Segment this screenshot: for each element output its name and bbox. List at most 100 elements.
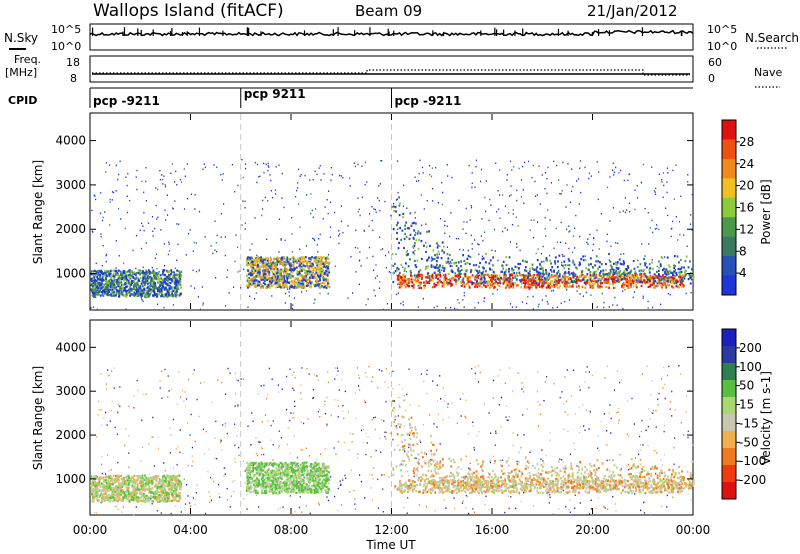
echo-cell [411, 222, 414, 225]
echo-cell [297, 283, 300, 286]
scatter-cell [465, 455, 467, 457]
echo-cell [136, 290, 138, 293]
echo-cell [99, 278, 102, 281]
echo-cell [279, 286, 282, 289]
echo-cell [158, 290, 161, 293]
echo-cell [162, 281, 165, 284]
echo-cell [536, 266, 539, 269]
echo-cell [425, 250, 427, 253]
scatter-cell [620, 169, 622, 172]
echo-cell [672, 286, 675, 289]
echo-cell [553, 270, 555, 273]
echo-cell [556, 272, 559, 275]
scatter-cell [379, 183, 381, 185]
echo-cell [137, 278, 140, 281]
echo-cell [177, 287, 179, 290]
echo-cell [583, 279, 586, 282]
echo-cell [107, 270, 110, 273]
echo-cell [313, 258, 316, 261]
echo-cell [488, 262, 491, 265]
echo-cell [617, 270, 620, 273]
scatter-cell [673, 463, 675, 465]
echo-cell [396, 231, 398, 235]
scatter-cell [666, 191, 668, 194]
echo-cell [537, 275, 539, 278]
echo-cell [612, 271, 615, 274]
scatter-cell [209, 501, 211, 503]
echo-cell [602, 272, 605, 275]
echo-cell [509, 273, 512, 276]
scatter-cell [341, 371, 343, 373]
scatter-cell [237, 404, 239, 406]
scatter-cell [429, 164, 431, 167]
scatter-cell [677, 239, 679, 241]
echo-cell [443, 267, 446, 270]
scatter-cell [216, 234, 218, 237]
scatter-cell [462, 228, 464, 230]
echo-cell [279, 283, 282, 286]
echo-cell [97, 287, 100, 290]
echo-cell [139, 294, 142, 297]
scatter-cell [403, 434, 405, 437]
echo-cell [158, 293, 160, 296]
scatter-cell [426, 373, 428, 376]
echo-cell [403, 247, 405, 250]
echo-cell [250, 274, 252, 277]
echo-cell [314, 276, 317, 279]
echo-cell [648, 263, 651, 266]
echo-cell [156, 273, 158, 276]
echo-cell [531, 275, 533, 278]
scatter-cell [198, 269, 200, 271]
echo-cell [255, 267, 258, 270]
echo-cell [647, 281, 649, 284]
echo-cell [569, 281, 571, 284]
echo-cell [539, 267, 542, 270]
scatter-cell [354, 246, 357, 249]
echo-cell [179, 292, 182, 296]
echo-cell [162, 277, 165, 280]
echo-cell [620, 273, 622, 276]
echo-cell [171, 294, 174, 297]
echo-cell [133, 280, 136, 284]
scatter-cell [324, 270, 327, 272]
scatter-cell [100, 192, 102, 194]
scatter-cell [496, 211, 498, 213]
echo-cell [298, 286, 301, 289]
scatter-cell [286, 443, 288, 446]
echo-cell [146, 287, 149, 290]
echo-cell [570, 272, 573, 275]
echo-cell [524, 277, 527, 280]
scatter-cell [146, 296, 148, 299]
scatter-cell [224, 425, 226, 428]
scatter-cell [449, 306, 452, 309]
echo-cell [563, 280, 565, 283]
echo-cell [495, 280, 498, 283]
echo-cell [103, 292, 106, 295]
echo-cell [99, 273, 102, 276]
scatter-cell [549, 439, 551, 442]
scatter-cell [357, 197, 359, 199]
echo-cell [547, 277, 550, 280]
scatter-cell [484, 504, 486, 506]
echo-cell [124, 287, 126, 290]
echo-cell [582, 259, 585, 262]
scatter-cell [251, 243, 253, 245]
echo-cell [258, 258, 260, 261]
echo-cell [457, 267, 460, 270]
echo-cell [307, 260, 310, 263]
echo-cell [613, 279, 616, 282]
scatter-cell [302, 449, 304, 451]
scatter-cell [501, 459, 503, 462]
echo-cell [642, 276, 645, 279]
echo-cell [316, 279, 318, 283]
scatter-cell [212, 252, 214, 255]
echo-cell [517, 268, 520, 271]
echo-cell [397, 268, 400, 271]
scatter-cell [113, 367, 115, 369]
scatter-cell [244, 228, 246, 230]
scatter-cell [287, 272, 289, 275]
echo-cell [251, 268, 254, 271]
echo-cell [660, 282, 663, 285]
scatter-cell [640, 181, 642, 184]
scatter-cell [462, 392, 464, 395]
